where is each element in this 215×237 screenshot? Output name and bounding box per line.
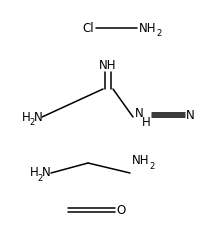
Text: Cl: Cl xyxy=(82,22,94,35)
Text: H: H xyxy=(142,115,151,128)
Text: 2: 2 xyxy=(156,29,161,38)
Text: NH: NH xyxy=(132,155,149,168)
Text: O: O xyxy=(116,204,125,217)
Text: N: N xyxy=(135,106,144,119)
Text: NH: NH xyxy=(139,22,157,35)
Text: N: N xyxy=(186,109,195,122)
Text: N: N xyxy=(34,110,43,123)
Text: H: H xyxy=(30,167,39,179)
Text: 2: 2 xyxy=(149,162,154,171)
Text: H: H xyxy=(22,110,31,123)
Text: 2: 2 xyxy=(37,174,42,183)
Text: NH: NH xyxy=(99,59,117,72)
Text: N: N xyxy=(42,167,51,179)
Text: 2: 2 xyxy=(29,118,34,127)
